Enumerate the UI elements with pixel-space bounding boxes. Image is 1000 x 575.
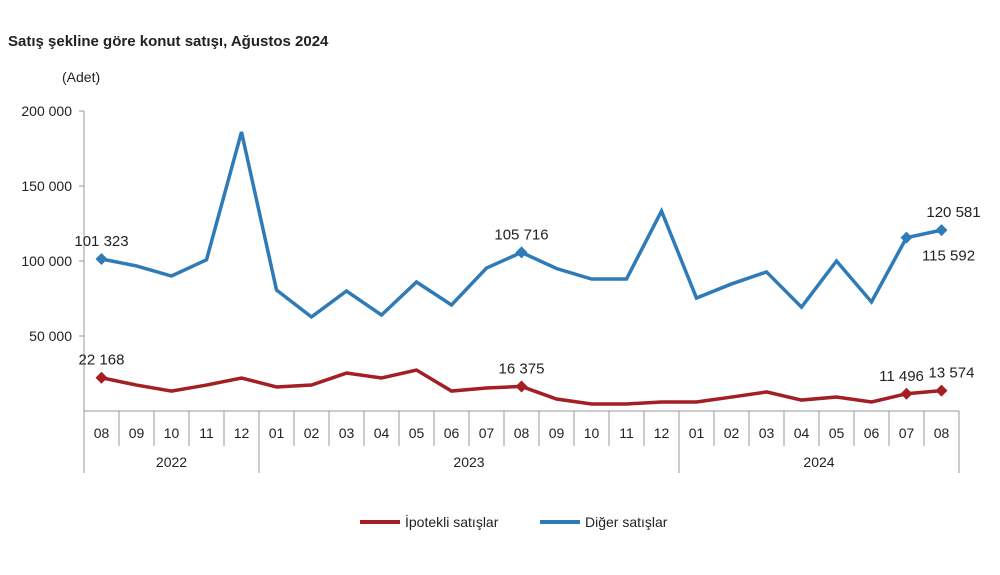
x-tick-label: 08	[934, 425, 950, 441]
data-label: 22 168	[79, 352, 125, 369]
data-point-marker	[515, 380, 528, 393]
data-label: 16 375	[499, 360, 545, 377]
y-tick-label: 50 000	[29, 328, 72, 344]
x-tick-label: 06	[864, 425, 880, 441]
data-point-marker	[95, 253, 108, 266]
y-tick-label: 200 000	[21, 103, 72, 119]
x-tick-label: 11	[199, 425, 214, 441]
year-label: 2022	[156, 454, 187, 470]
x-tick-label: 09	[549, 425, 565, 441]
x-tick-label: 06	[444, 425, 460, 441]
legend-label: İpotekli satışlar	[405, 513, 499, 530]
data-point-marker	[935, 384, 948, 397]
x-tick-label: 07	[479, 425, 495, 441]
data-point-marker	[515, 246, 528, 259]
data-label: 115 592	[922, 248, 975, 265]
x-tick-label: 05	[409, 425, 425, 441]
series-line-1	[101, 131, 942, 320]
x-tick-label: 07	[899, 425, 915, 441]
x-tick-label: 03	[759, 425, 775, 441]
x-tick-label: 09	[129, 425, 145, 441]
x-tick-label: 01	[689, 425, 705, 441]
x-tick-label: 02	[304, 425, 320, 441]
x-tick-label: 12	[654, 425, 670, 441]
x-tick-label: 10	[584, 425, 600, 441]
data-point-marker	[95, 371, 108, 384]
y-axis-label: (Adet)	[62, 69, 100, 85]
x-tick-label: 11	[619, 425, 634, 441]
x-tick-label: 03	[339, 425, 355, 441]
data-label: 120 581	[926, 204, 980, 221]
data-point-marker	[935, 224, 948, 237]
x-tick-label: 02	[724, 425, 740, 441]
x-tick-label: 05	[829, 425, 845, 441]
data-point-marker	[900, 231, 913, 244]
x-tick-label: 04	[374, 425, 390, 441]
chart-title: Satış şekline göre konut satışı, Ağustos…	[8, 33, 329, 50]
data-point-marker	[900, 387, 913, 400]
x-tick-label: 04	[794, 425, 810, 441]
x-tick-label: 08	[94, 425, 110, 441]
y-tick-label: 100 000	[21, 253, 72, 269]
y-tick-label: 150 000	[21, 178, 72, 194]
year-label: 2024	[803, 454, 834, 470]
data-label: 101 323	[74, 233, 128, 250]
x-tick-label: 01	[269, 425, 285, 441]
x-tick-label: 10	[164, 425, 180, 441]
data-label: 11 496	[879, 368, 924, 385]
x-tick-label: 08	[514, 425, 530, 441]
data-label: 13 574	[929, 365, 975, 382]
legend-label: Diğer satışlar	[585, 514, 668, 530]
year-label: 2023	[453, 454, 484, 470]
x-tick-label: 12	[234, 425, 250, 441]
data-label: 105 716	[494, 226, 548, 243]
